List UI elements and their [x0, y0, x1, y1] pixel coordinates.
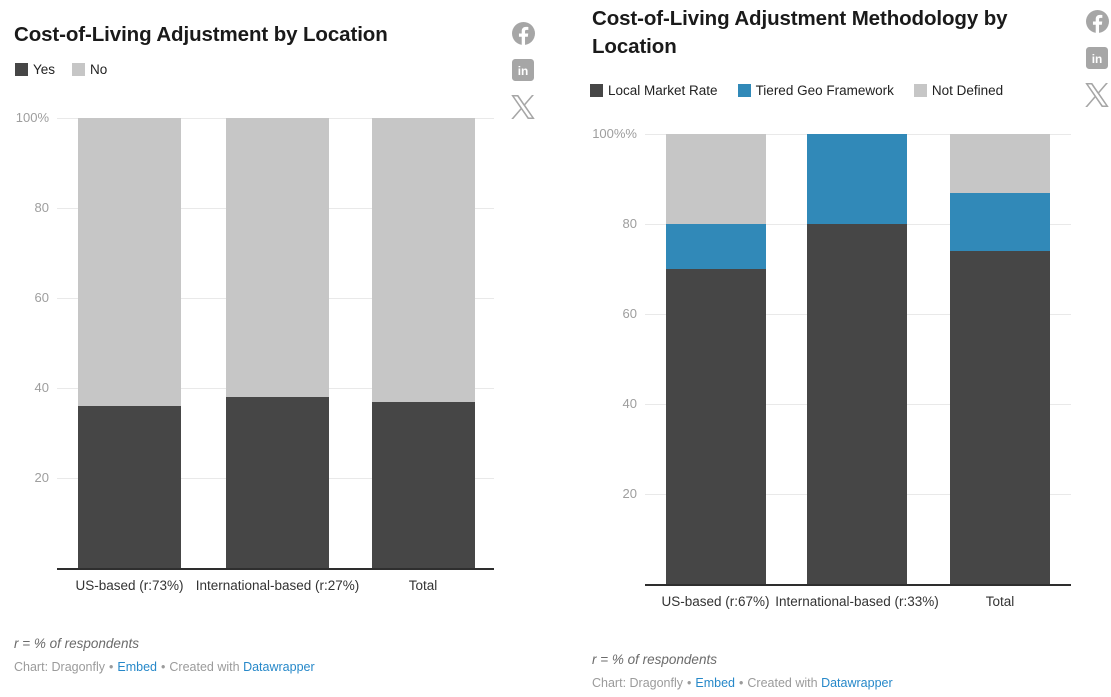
bar-segment — [226, 118, 329, 397]
facebook-icon[interactable] — [1085, 10, 1109, 33]
embed-link[interactable]: Embed — [695, 676, 736, 690]
x-axis-line — [57, 568, 494, 570]
byline-separator: • — [161, 660, 166, 674]
x-category-label: US-based (r:73%) — [75, 578, 184, 593]
x-icon[interactable] — [1085, 83, 1109, 107]
chart-title: Cost-of-Living Adjustment Methodology by… — [592, 7, 1008, 58]
facebook-icon[interactable] — [511, 22, 535, 45]
bar-segment — [226, 397, 329, 568]
y-tick-label: 100%% — [592, 126, 637, 141]
share-icons: in — [511, 22, 535, 119]
bar-segment — [371, 401, 475, 568]
linkedin-icon[interactable]: in — [1086, 47, 1108, 69]
legend-item: Tiered Geo Framework — [737, 83, 894, 98]
x-category-label: Total — [985, 594, 1015, 609]
byline-createdwith: Created with — [747, 676, 818, 690]
legend-item: No — [72, 62, 107, 77]
legend: Yes No — [15, 62, 107, 77]
svg-text:in: in — [1092, 52, 1103, 66]
bar-segment — [807, 134, 907, 224]
bar-segment — [665, 224, 766, 269]
x-axis-line — [645, 584, 1071, 586]
byline-credit: Chart: Dragonfly — [14, 660, 106, 674]
bar-segment — [950, 134, 1050, 193]
share-icons: in — [1085, 10, 1109, 107]
x-category-label: Total — [408, 578, 438, 593]
chart-title: Cost-of-Living Adjustment by Location — [14, 23, 388, 46]
legend-swatch — [590, 84, 603, 97]
embed-link[interactable]: Embed — [117, 660, 158, 674]
datawrapper-link[interactable]: Datawrapper — [821, 676, 893, 690]
svg-text:in: in — [518, 64, 529, 78]
datawrapper-link[interactable]: Datawrapper — [243, 660, 315, 674]
legend-swatch — [72, 63, 86, 76]
legend-item: Yes — [15, 62, 55, 77]
bar-segment — [950, 192, 1050, 251]
legend-label: Tiered Geo Framework — [755, 83, 894, 98]
y-tick-label: 100% — [15, 110, 49, 125]
x-icon[interactable] — [511, 95, 535, 119]
x-category-label: US-based (r:67%) — [661, 594, 770, 609]
byline-separator: • — [739, 676, 744, 690]
y-tick-label: 80 — [34, 200, 49, 215]
bar-segment — [807, 224, 907, 584]
x-category-label: International-based (r:33%) — [775, 594, 939, 609]
bar-segment — [78, 406, 181, 568]
legend-label: Local Market Rate — [608, 83, 718, 98]
y-tick-label: 20 — [34, 470, 49, 485]
byline: Chart: Dragonfly • Embed • Created with Data… — [592, 676, 893, 690]
y-tick-label: 80 — [622, 216, 637, 231]
footnote: r = % of respondents — [14, 636, 139, 651]
bar-segment — [665, 269, 766, 584]
legend-swatch — [913, 84, 927, 97]
y-tick-label: 40 — [622, 396, 637, 411]
legend-label: No — [90, 62, 108, 77]
byline-createdwith: Created with — [169, 660, 240, 674]
byline: Chart: Dragonfly • Embed • Created with Data… — [14, 660, 315, 674]
bar-segment — [371, 118, 475, 402]
y-tick-label: 60 — [622, 306, 637, 321]
y-tick-label: 40 — [34, 380, 49, 395]
legend-item: Not Defined — [913, 83, 1004, 98]
bar-segment — [78, 118, 181, 406]
footnote: r = % of respondents — [592, 652, 717, 667]
legend-label: Not Defined — [931, 83, 1004, 98]
legend: Local Market Rate Tiered Geo Framework Not… — [590, 83, 1003, 98]
legend-swatch — [15, 63, 28, 76]
byline-credit: Chart: Dragonfly — [592, 676, 684, 690]
byline-separator: • — [109, 660, 114, 674]
y-tick-label: 20 — [622, 486, 637, 501]
legend-item: Local Market Rate — [590, 83, 718, 98]
byline-separator: • — [687, 676, 692, 690]
bar-segment — [950, 251, 1050, 584]
linkedin-icon[interactable]: in — [512, 59, 534, 81]
x-category-label: International-based (r:27%) — [195, 578, 360, 593]
legend-label: Yes — [33, 62, 56, 77]
bar-segment — [665, 134, 766, 224]
legend-swatch — [737, 84, 751, 97]
y-tick-label: 60 — [34, 290, 49, 305]
